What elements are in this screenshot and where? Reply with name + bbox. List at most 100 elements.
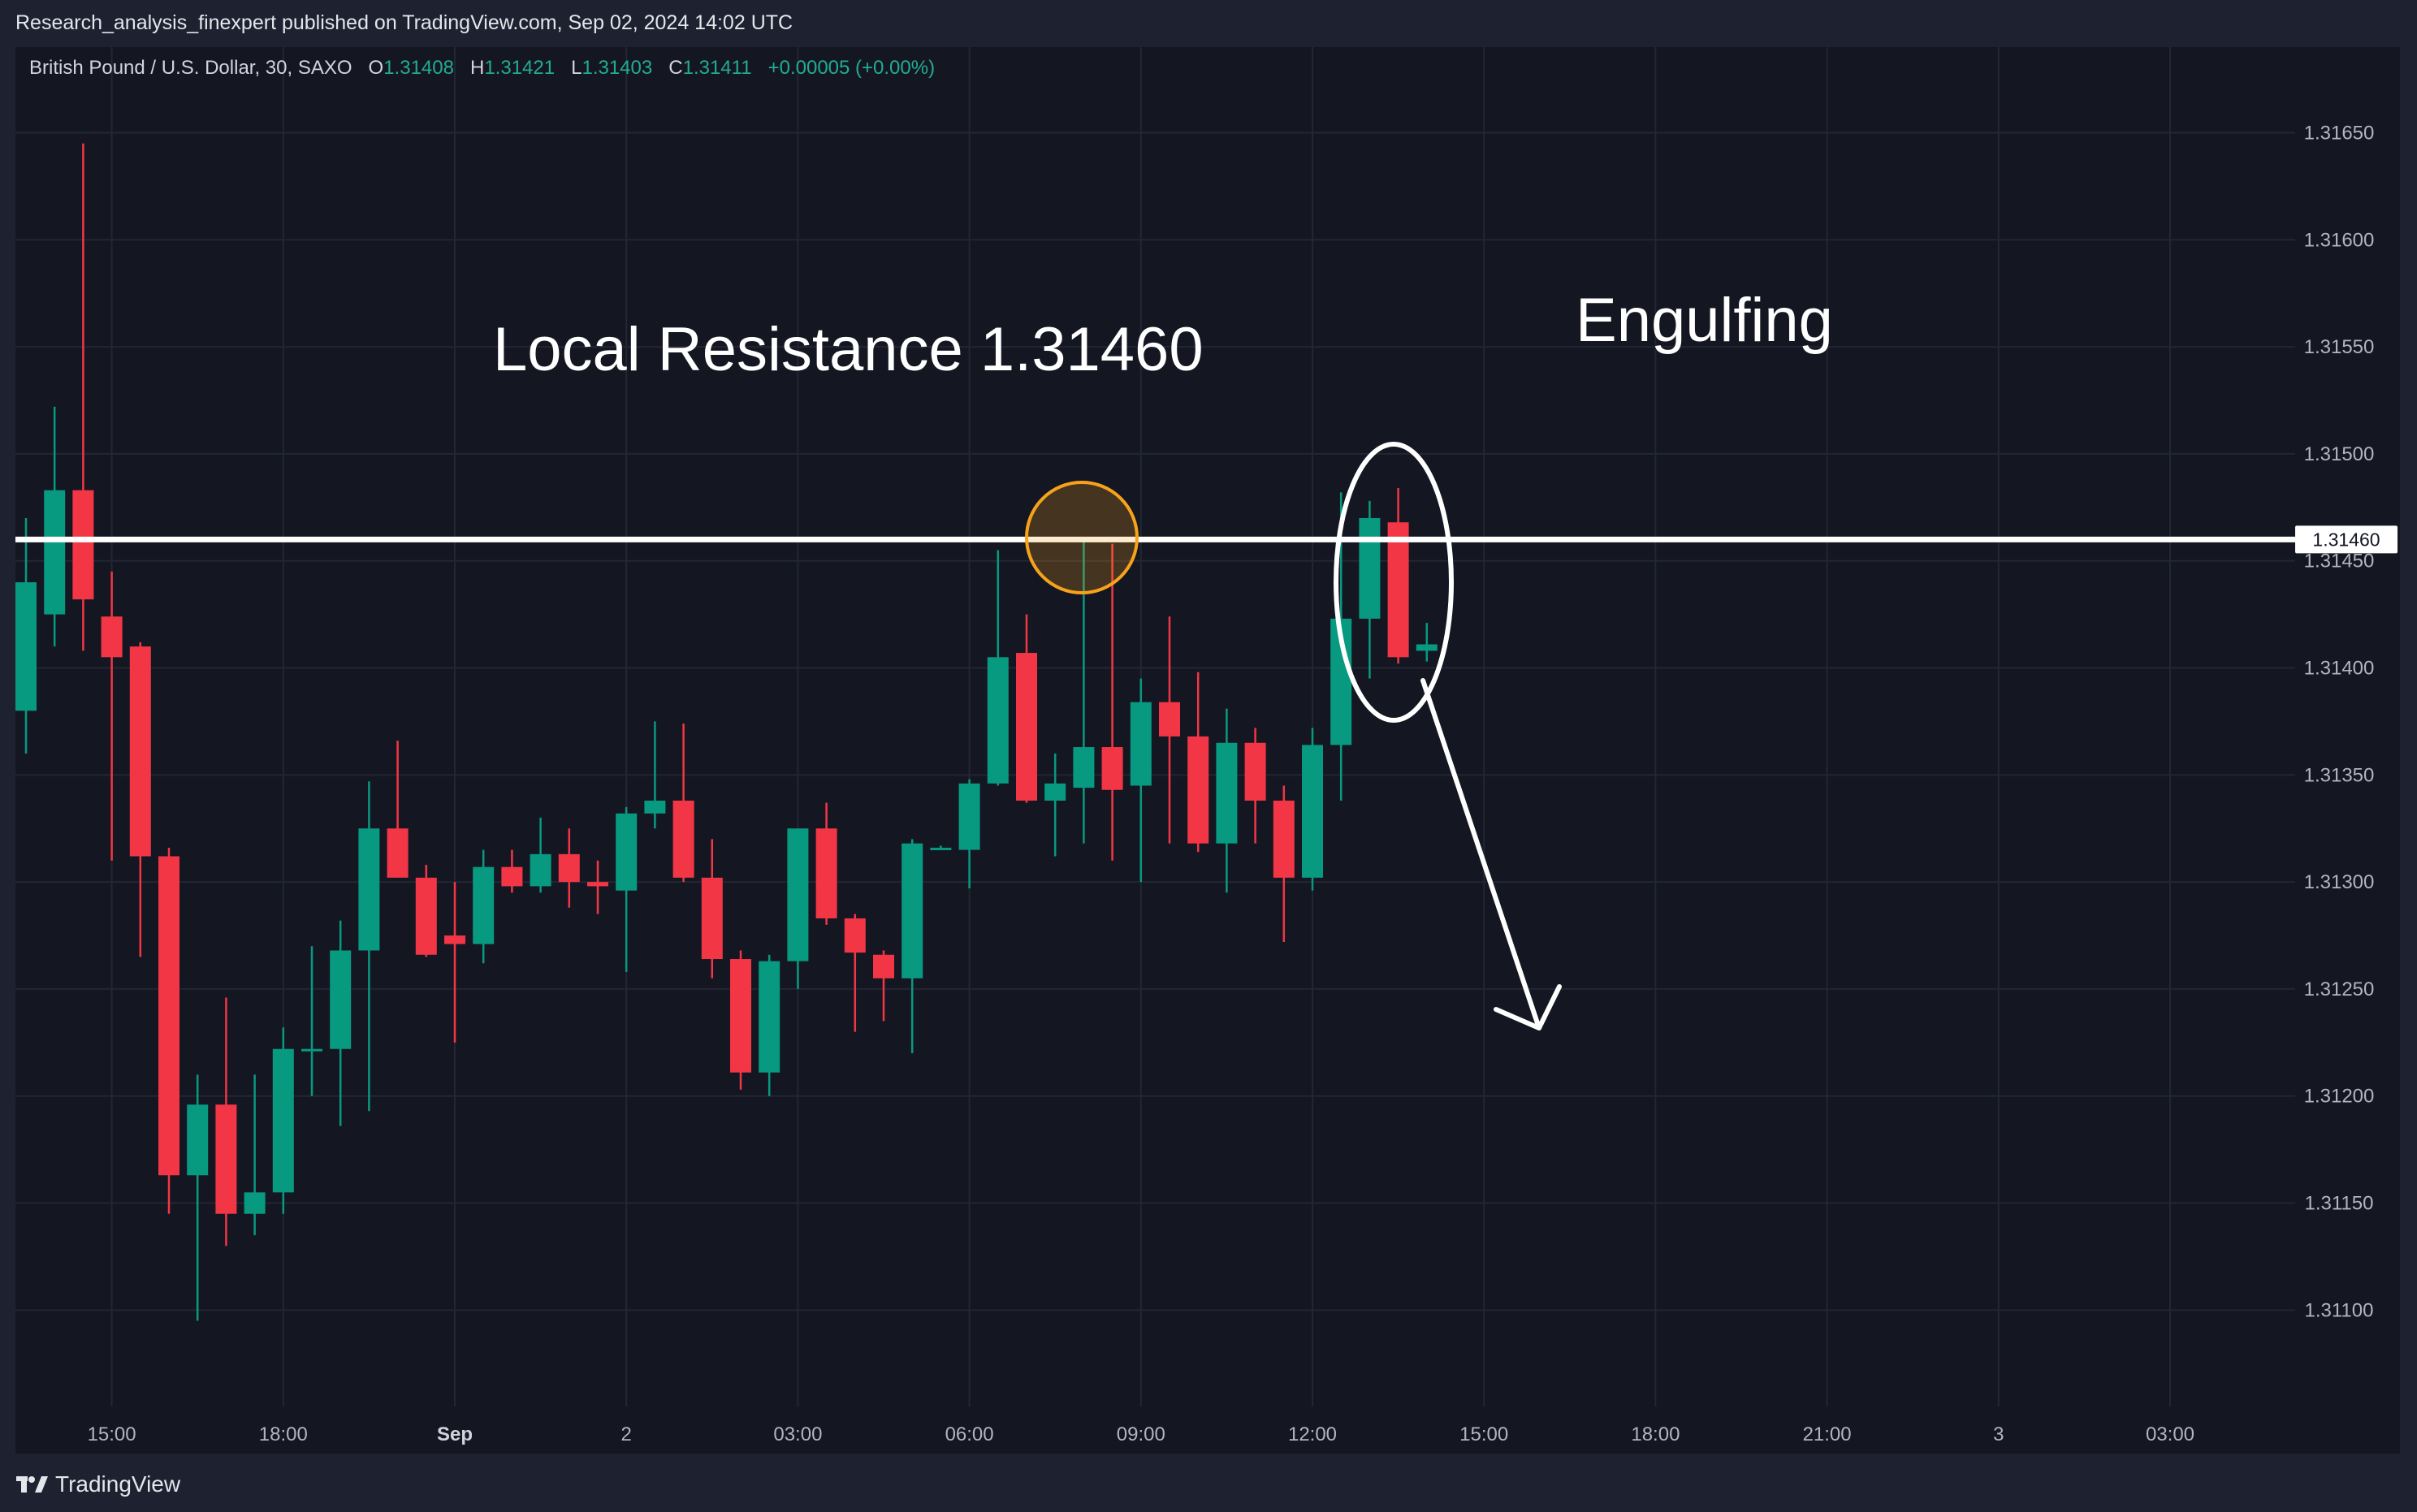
legend-open-value: 1.31408 [383, 57, 454, 79]
candle[interactable] [1016, 614, 1037, 803]
x-tick-label: 21:00 [1803, 1423, 1852, 1445]
tradingview-logo-text: TradingView [55, 1471, 181, 1497]
candle-body [987, 657, 1009, 784]
x-tick-label: 12:00 [1288, 1423, 1337, 1445]
chart-grid [15, 47, 2295, 1406]
candle[interactable] [301, 946, 322, 1096]
candle[interactable] [1130, 678, 1152, 883]
candle-body [272, 1048, 294, 1193]
candle-body [930, 847, 952, 850]
candle[interactable] [473, 849, 495, 964]
candle[interactable] [187, 1074, 209, 1321]
candle[interactable] [1302, 728, 1323, 891]
x-tick-label: 18:00 [259, 1423, 308, 1445]
candle[interactable] [415, 865, 437, 957]
candle[interactable] [958, 779, 980, 889]
legend-close-value: 1.31411 [682, 57, 752, 79]
legend-high-label: H [469, 57, 485, 79]
candle[interactable] [1073, 539, 1095, 844]
x-tick-label: 2 [621, 1423, 632, 1445]
candle[interactable] [330, 920, 352, 1126]
candle[interactable] [730, 950, 751, 1090]
x-tick-label: 03:00 [773, 1423, 822, 1445]
tradingview-logo[interactable]: TradingView [16, 1471, 180, 1497]
tradingview-logo-icon [16, 1476, 48, 1493]
candle[interactable] [644, 721, 666, 829]
candle[interactable] [272, 1027, 294, 1214]
candle-body [1302, 745, 1323, 878]
candle[interactable] [358, 781, 380, 1112]
candle-body [730, 959, 751, 1073]
candle-body [1044, 783, 1066, 801]
candle-body [587, 882, 608, 887]
x-tick-label: 15:00 [88, 1423, 136, 1445]
candle-body [1359, 517, 1381, 619]
x-tick-label: 3 [1993, 1423, 2004, 1445]
candle[interactable] [930, 845, 952, 850]
candle[interactable] [587, 860, 608, 914]
candle[interactable] [1387, 488, 1409, 664]
candle[interactable] [101, 571, 123, 861]
candle[interactable] [987, 550, 1009, 786]
candle[interactable] [387, 741, 409, 878]
candle[interactable] [1416, 623, 1438, 662]
candle[interactable] [501, 849, 523, 893]
candle[interactable] [244, 1074, 266, 1236]
candle-body [330, 950, 352, 1049]
candle-body [1387, 522, 1409, 658]
candle[interactable] [672, 724, 694, 883]
candle[interactable] [72, 143, 94, 651]
candle-body [1073, 747, 1095, 788]
candle[interactable] [873, 950, 894, 1022]
candle-body [444, 935, 465, 944]
candle[interactable] [15, 517, 37, 754]
engulfing-annotation: Engulfing [1576, 286, 1833, 355]
header-bar: Research_analysis_finexpert published on… [0, 0, 2417, 49]
candle[interactable] [1359, 500, 1381, 679]
candle[interactable] [1244, 728, 1266, 844]
candle[interactable] [1216, 708, 1238, 893]
candle-body [1216, 742, 1238, 844]
candle[interactable] [444, 882, 465, 1043]
candle[interactable] [558, 828, 580, 908]
legend-low-label: L [571, 57, 582, 79]
legend-symbol: British Pound / U.S. Dollar, 30, SAXO [29, 57, 352, 79]
x-tick-label: 15:00 [1459, 1423, 1508, 1445]
candle-body [415, 877, 437, 955]
ohlc-legend: British Pound / U.S. Dollar, 30, SAXO O1… [29, 57, 935, 80]
candle[interactable] [1159, 616, 1180, 844]
candle[interactable] [902, 839, 923, 1054]
y-tick-label: 1.31300 [2304, 871, 2375, 893]
candle[interactable] [215, 997, 237, 1246]
candle[interactable] [759, 954, 780, 1096]
overlays: 1.31460 Local Resistance 1.31460 Engulfi… [15, 286, 2398, 1030]
candle[interactable] [844, 914, 866, 1032]
candle[interactable] [1044, 753, 1066, 857]
candle[interactable] [701, 839, 723, 978]
candle[interactable] [129, 642, 151, 957]
down-arrow-head [1494, 984, 1562, 1030]
x-tick-label: 06:00 [945, 1423, 994, 1445]
candle[interactable] [787, 828, 809, 989]
candle-body [558, 853, 580, 883]
legend-low-value: 1.31403 [582, 57, 653, 79]
candle-body [787, 828, 809, 961]
candle[interactable] [1187, 672, 1209, 853]
resistance-touch-highlight [1025, 481, 1139, 594]
candle[interactable] [44, 406, 66, 647]
candle[interactable] [530, 818, 551, 893]
candle-body [215, 1104, 237, 1214]
candle[interactable] [1101, 543, 1123, 861]
candle[interactable] [815, 802, 837, 925]
y-tick-label: 1.31200 [2304, 1086, 2375, 1108]
x-tick-label: 03:00 [2146, 1423, 2194, 1445]
y-tick-label: 1.31100 [2305, 1299, 2374, 1321]
candle-body [501, 866, 523, 887]
candle-body [358, 828, 380, 951]
candle[interactable] [616, 806, 638, 972]
candle-body [1416, 644, 1438, 651]
candle[interactable] [1273, 785, 1295, 942]
candle[interactable] [158, 847, 179, 1214]
candle-body [644, 800, 666, 814]
